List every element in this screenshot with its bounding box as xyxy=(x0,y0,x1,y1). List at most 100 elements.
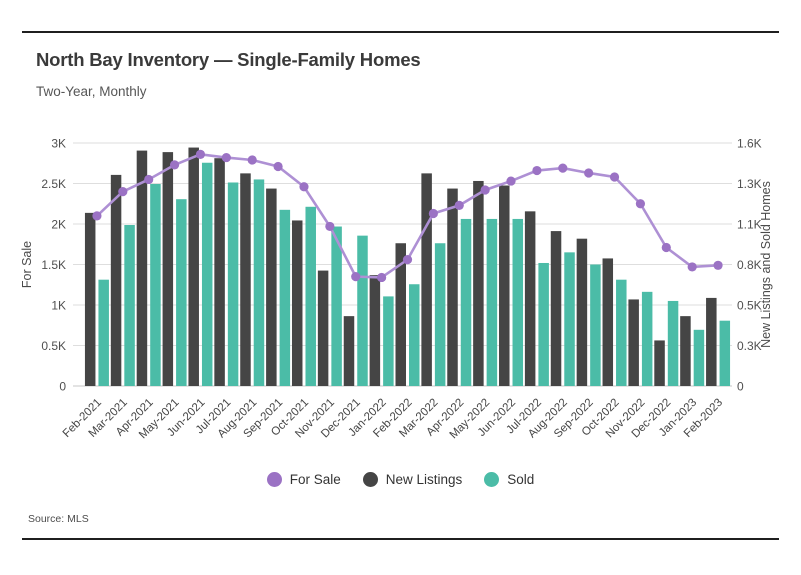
for-sale-point xyxy=(402,255,413,265)
bar-sold xyxy=(331,226,342,386)
bar-sold xyxy=(693,329,705,386)
bar-new-listings xyxy=(706,297,717,386)
legend-swatch-sold-icon xyxy=(484,472,500,487)
for-sale-point xyxy=(195,149,206,159)
right-axis-tick: 1.6K xyxy=(737,137,762,151)
legend-label-sold: Sold xyxy=(507,472,535,487)
bar-new-listings xyxy=(628,299,639,386)
for-sale-point xyxy=(144,174,154,185)
right-axis-tick: 0.8K xyxy=(737,258,762,272)
chart-legend: For Sale New Listings Sold xyxy=(0,472,801,487)
bar-new-listings xyxy=(291,220,303,386)
bar-sold xyxy=(434,243,446,386)
for-sale-point xyxy=(558,163,568,173)
bar-sold xyxy=(201,162,213,386)
bar-new-listings xyxy=(188,147,199,386)
left-axis-tick: 0 xyxy=(59,380,66,394)
bar-sold xyxy=(590,264,601,386)
bar-new-listings xyxy=(524,211,536,386)
for-sale-point xyxy=(92,211,102,221)
for-sale-point xyxy=(506,176,516,186)
bar-new-listings xyxy=(343,316,355,386)
chart-subtitle: Two-Year, Monthly xyxy=(36,84,147,99)
top-rule xyxy=(22,31,779,33)
right-axis-tick: 0.3K xyxy=(737,339,762,353)
source-note: Source: MLS xyxy=(28,513,89,525)
chart-title: North Bay Inventory — Single-Family Home… xyxy=(36,49,421,70)
bar-sold xyxy=(357,235,368,386)
bar-sold xyxy=(253,179,265,386)
bar-sold xyxy=(305,206,316,386)
bar-new-listings xyxy=(317,270,329,386)
bar-new-listings xyxy=(84,212,96,386)
bar-sold xyxy=(124,225,135,386)
for-sale-point xyxy=(273,161,283,172)
for-sale-point xyxy=(454,200,464,210)
right-axis-tick: 0 xyxy=(737,380,744,394)
legend-swatch-new-listings-icon xyxy=(362,472,378,487)
bar-new-listings xyxy=(447,188,458,386)
for-sale-point xyxy=(351,272,361,282)
bar-new-listings xyxy=(654,340,665,386)
for-sale-point xyxy=(247,155,257,165)
bar-new-listings xyxy=(136,150,148,386)
bar-sold xyxy=(98,279,109,386)
bar-sold xyxy=(616,279,627,386)
for-sale-point xyxy=(480,185,490,195)
bar-new-listings xyxy=(395,243,406,386)
for-sale-point xyxy=(299,182,309,192)
left-axis-tick: 2K xyxy=(51,218,66,232)
for-sale-point xyxy=(221,152,231,163)
for-sale-point xyxy=(118,187,128,197)
bar-new-listings xyxy=(110,174,122,386)
bar-new-listings xyxy=(162,152,174,386)
left-axis-tick: 3K xyxy=(51,137,66,151)
for-sale-point xyxy=(609,172,620,182)
bar-sold xyxy=(641,291,653,386)
bar-new-listings xyxy=(369,275,381,386)
legend-swatch-for-sale-icon xyxy=(266,472,282,487)
bar-sold xyxy=(512,218,524,386)
legend-label-new-listings: New Listings xyxy=(385,472,463,487)
bar-sold xyxy=(150,184,161,386)
bar-sold xyxy=(279,209,291,386)
bar-sold xyxy=(227,182,239,386)
bar-sold xyxy=(719,320,731,386)
bar-new-listings xyxy=(240,173,251,386)
for-sale-point xyxy=(661,242,671,253)
bar-sold xyxy=(460,218,472,386)
bar-new-listings xyxy=(680,316,691,386)
bar-sold xyxy=(176,199,187,386)
bar-new-listings xyxy=(266,188,277,386)
bar-new-listings xyxy=(576,238,588,386)
bar-new-listings xyxy=(214,158,225,386)
left-axis-title: For Sale xyxy=(20,241,34,288)
bar-sold xyxy=(667,300,679,386)
for-sale-point xyxy=(377,272,387,283)
bar-new-listings xyxy=(550,231,562,386)
left-axis-tick: 2.5K xyxy=(41,177,66,191)
for-sale-point xyxy=(169,160,180,170)
bar-sold xyxy=(486,218,498,386)
legend-label-for-sale: For Sale xyxy=(289,472,341,487)
for-sale-point xyxy=(713,260,723,270)
for-sale-point xyxy=(635,199,646,209)
bar-new-listings xyxy=(473,180,484,386)
bar-new-listings xyxy=(421,173,432,386)
for-sale-point xyxy=(325,221,335,232)
legend-item-sold: Sold xyxy=(484,472,534,487)
right-axis-tick: 1.3K xyxy=(737,177,762,191)
right-axis-tick: 0.5K xyxy=(737,299,762,313)
right-axis-tick: 1.1K xyxy=(737,218,762,232)
right-axis-title: New Listings and Sold Homes xyxy=(759,181,773,348)
legend-item-new-listings: New Listings xyxy=(362,472,463,487)
for-sale-point xyxy=(532,165,542,176)
for-sale-point xyxy=(687,262,697,272)
bar-sold xyxy=(564,252,575,386)
bar-sold xyxy=(538,262,549,386)
left-axis-tick: 1.5K xyxy=(41,258,66,272)
left-axis-tick: 1K xyxy=(51,299,66,313)
bar-new-listings xyxy=(602,258,614,386)
